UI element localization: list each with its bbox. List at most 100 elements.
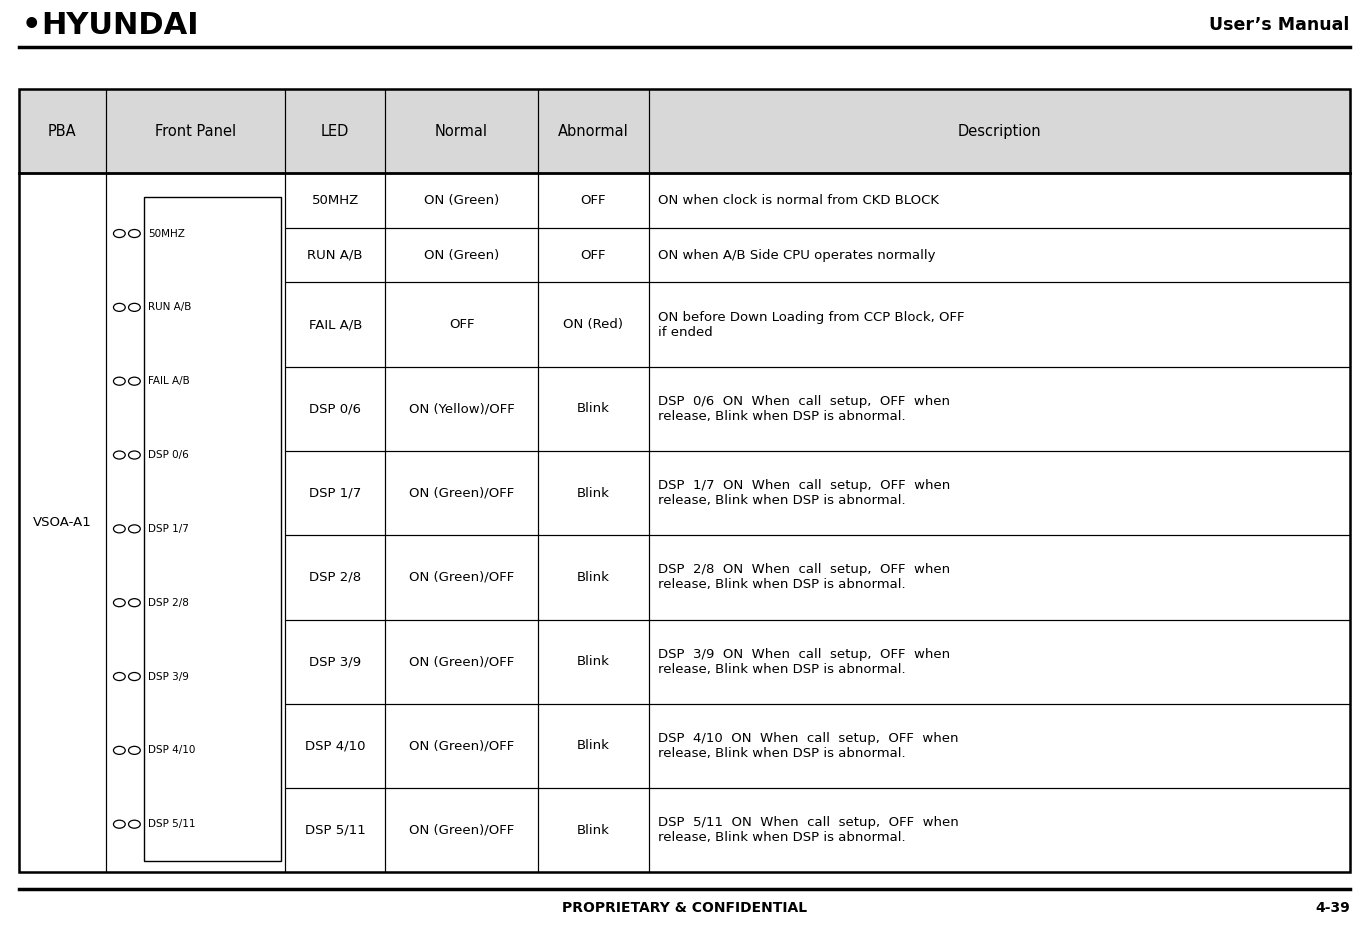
Text: DSP  0/6  ON  When  call  setup,  OFF  when
release, Blink when DSP is abnormal.: DSP 0/6 ON When call setup, OFF when rel…	[658, 395, 950, 423]
Bar	[144, 197, 281, 861]
Text: LED: LED	[320, 124, 349, 139]
Bar	[19, 89, 1350, 872]
Text: Normal: Normal	[435, 124, 489, 139]
Text: Blink: Blink	[576, 739, 609, 753]
Text: HYUNDAI: HYUNDAI	[41, 11, 199, 39]
Text: VSOA-A1: VSOA-A1	[33, 517, 92, 529]
Text: ON when A/B Side CPU operates normally: ON when A/B Side CPU operates normally	[658, 249, 935, 261]
Bar	[385, 89, 538, 173]
Bar	[285, 89, 385, 173]
Bar	[538, 89, 649, 173]
Bar	[105, 173, 285, 872]
Text: DSP 0/6: DSP 0/6	[148, 450, 189, 460]
Text: Front Panel: Front Panel	[155, 124, 235, 139]
Bar	[385, 227, 538, 283]
Text: ON when clock is normal from CKD BLOCK: ON when clock is normal from CKD BLOCK	[658, 194, 939, 207]
Text: ON (Red): ON (Red)	[564, 318, 623, 331]
Text: Blink: Blink	[576, 655, 609, 668]
Text: DSP 1/7: DSP 1/7	[309, 487, 361, 500]
Bar	[105, 89, 285, 173]
Text: ON (Green): ON (Green)	[424, 194, 500, 207]
Bar	[649, 227, 1350, 283]
Bar	[538, 620, 649, 704]
Text: 50MHZ: 50MHZ	[312, 194, 359, 207]
Text: DSP  4/10  ON  When  call  setup,  OFF  when
release, Blink when DSP is abnormal: DSP 4/10 ON When call setup, OFF when re…	[658, 732, 958, 760]
Bar	[285, 451, 385, 535]
Bar	[649, 89, 1350, 173]
Bar	[649, 620, 1350, 704]
Text: DSP 4/10: DSP 4/10	[148, 745, 196, 755]
Bar	[649, 788, 1350, 872]
Text: ON (Green)/OFF: ON (Green)/OFF	[409, 571, 515, 584]
Text: RUN A/B: RUN A/B	[308, 249, 363, 261]
Bar	[649, 704, 1350, 788]
Text: DSP 2/8: DSP 2/8	[148, 598, 189, 607]
Text: DSP 5/11: DSP 5/11	[148, 819, 196, 829]
Bar	[649, 89, 1350, 173]
Text: DSP  2/8  ON  When  call  setup,  OFF  when
release, Blink when DSP is abnormal.: DSP 2/8 ON When call setup, OFF when rel…	[658, 563, 950, 592]
Bar	[538, 173, 649, 227]
Text: PBA: PBA	[48, 124, 77, 139]
Bar	[385, 535, 538, 620]
Text: Blink: Blink	[576, 487, 609, 500]
Bar	[538, 788, 649, 872]
Text: 4-39: 4-39	[1316, 901, 1350, 914]
Bar	[285, 704, 385, 788]
Bar	[538, 704, 649, 788]
Text: DSP 2/8: DSP 2/8	[309, 571, 361, 584]
Bar	[538, 227, 649, 283]
Bar	[538, 367, 649, 451]
Text: Blink: Blink	[576, 824, 609, 837]
Bar	[649, 283, 1350, 367]
Bar	[385, 704, 538, 788]
Bar	[285, 535, 385, 620]
Text: ON (Green)/OFF: ON (Green)/OFF	[409, 739, 515, 753]
Bar	[19, 89, 105, 173]
Bar	[649, 173, 1350, 227]
Text: Description: Description	[957, 124, 1040, 139]
Text: DSP 0/6: DSP 0/6	[309, 402, 361, 416]
Bar	[649, 367, 1350, 451]
Text: Blink: Blink	[576, 571, 609, 584]
Text: OFF: OFF	[580, 194, 606, 207]
Bar	[385, 89, 538, 173]
Text: ON (Green)/OFF: ON (Green)/OFF	[409, 824, 515, 837]
Text: 50MHZ: 50MHZ	[148, 228, 185, 239]
Text: DSP 3/9: DSP 3/9	[148, 671, 189, 681]
Bar	[649, 535, 1350, 620]
Text: ON (Green)/OFF: ON (Green)/OFF	[409, 487, 515, 500]
Bar	[285, 367, 385, 451]
Text: •: •	[22, 11, 41, 39]
Bar	[285, 227, 385, 283]
Bar	[105, 89, 285, 173]
Text: DSP  1/7  ON  When  call  setup,  OFF  when
release, Blink when DSP is abnormal.: DSP 1/7 ON When call setup, OFF when rel…	[658, 479, 950, 507]
Text: DSP 1/7: DSP 1/7	[148, 524, 189, 534]
Bar	[285, 283, 385, 367]
Text: User’s Manual: User’s Manual	[1209, 16, 1350, 35]
Text: ON (Green): ON (Green)	[424, 249, 500, 261]
Text: OFF: OFF	[580, 249, 606, 261]
Text: ON before Down Loading from CCP Block, OFF
if ended: ON before Down Loading from CCP Block, O…	[658, 311, 965, 339]
Bar	[285, 788, 385, 872]
Bar	[538, 89, 649, 173]
Bar	[385, 788, 538, 872]
Text: ON (Green)/OFF: ON (Green)/OFF	[409, 655, 515, 668]
Bar	[19, 89, 105, 173]
Bar	[385, 451, 538, 535]
Text: DSP  5/11  ON  When  call  setup,  OFF  when
release, Blink when DSP is abnormal: DSP 5/11 ON When call setup, OFF when re…	[658, 816, 958, 844]
Text: DSP 3/9: DSP 3/9	[309, 655, 361, 668]
Text: ON (Yellow)/OFF: ON (Yellow)/OFF	[409, 402, 515, 416]
Text: DSP  3/9  ON  When  call  setup,  OFF  when
release, Blink when DSP is abnormal.: DSP 3/9 ON When call setup, OFF when rel…	[658, 648, 950, 676]
Text: DSP 5/11: DSP 5/11	[305, 824, 366, 837]
Bar	[285, 620, 385, 704]
Bar	[538, 535, 649, 620]
Text: Abnormal: Abnormal	[559, 124, 628, 139]
Bar	[649, 451, 1350, 535]
Bar	[285, 89, 385, 173]
Text: FAIL A/B: FAIL A/B	[308, 318, 361, 331]
Bar	[19, 173, 105, 872]
Bar	[385, 283, 538, 367]
Bar	[538, 451, 649, 535]
Text: PROPRIETARY & CONFIDENTIAL: PROPRIETARY & CONFIDENTIAL	[561, 901, 808, 914]
Text: RUN A/B: RUN A/B	[148, 302, 192, 313]
